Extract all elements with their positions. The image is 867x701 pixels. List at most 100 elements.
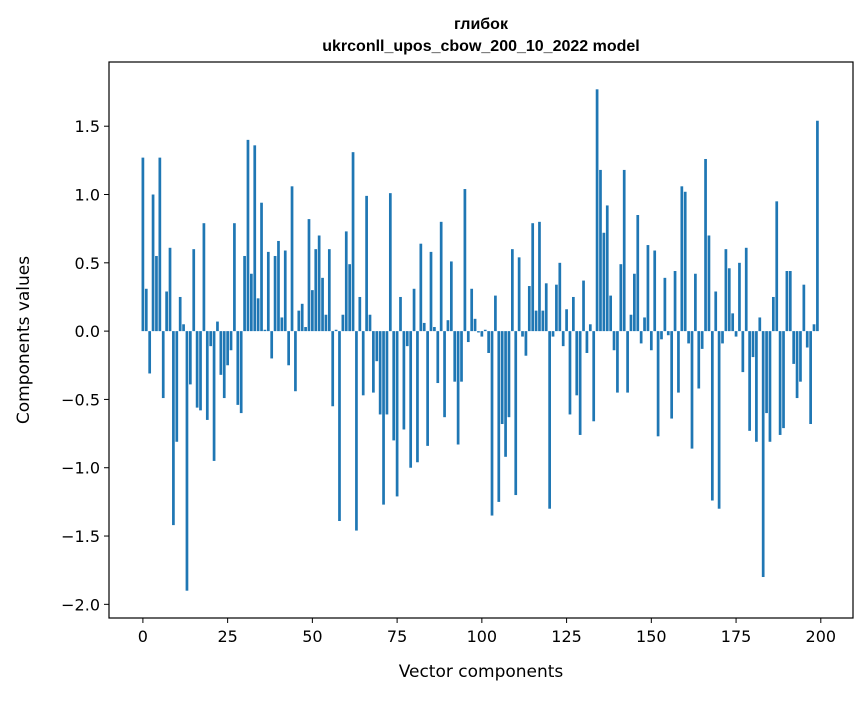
bar-101 — [483, 329, 487, 332]
bar-45 — [294, 331, 297, 392]
bar-130 — [582, 280, 585, 332]
bar-89 — [443, 331, 446, 418]
bar-161 — [687, 331, 690, 344]
y-tick-label: −0.5 — [61, 390, 100, 409]
bar-2 — [148, 331, 152, 374]
bar-132 — [588, 324, 592, 332]
bar-129 — [578, 331, 582, 435]
bar-57 — [334, 329, 338, 332]
bar-43 — [287, 331, 291, 366]
bar-113 — [524, 331, 528, 356]
bar-118 — [541, 310, 545, 332]
bar-63 — [355, 331, 358, 531]
bar-9 — [172, 331, 175, 526]
bar-151 — [653, 250, 657, 332]
bar-126 — [568, 331, 572, 415]
bar-99 — [477, 331, 480, 333]
bar-15 — [192, 249, 196, 332]
bar-128 — [575, 331, 579, 396]
bar-103 — [490, 331, 494, 516]
y-axis-label: Components values — [14, 256, 34, 424]
bar-8 — [168, 247, 172, 332]
bar-0 — [141, 157, 145, 332]
bar-192 — [792, 331, 796, 364]
bar-112 — [521, 331, 524, 337]
bar-58 — [338, 331, 341, 522]
bar-167 — [707, 235, 711, 332]
bar-39 — [273, 255, 277, 332]
bar-138 — [609, 295, 613, 332]
bar-157 — [673, 271, 677, 332]
bar-116 — [534, 310, 538, 332]
bar-106 — [500, 331, 504, 425]
bar-29 — [239, 331, 243, 414]
x-axis: 0 25 50 75 100 125 150 175 200 — [138, 618, 836, 646]
bar-96 — [466, 331, 470, 343]
y-tick-label: 0.5 — [75, 254, 100, 273]
bar-66 — [365, 195, 368, 332]
y-tick-label: −1.0 — [61, 459, 100, 478]
bar-146 — [636, 215, 640, 332]
bar-4 — [155, 255, 158, 332]
bar-90 — [446, 320, 450, 332]
bar-49 — [307, 219, 311, 332]
bar-115 — [531, 223, 535, 332]
bar-11 — [178, 296, 182, 332]
bar-38 — [270, 331, 274, 359]
bar-33 — [253, 145, 257, 332]
bar-22 — [216, 321, 219, 332]
bar-140 — [616, 331, 619, 393]
bar-114 — [527, 286, 531, 332]
bar-178 — [744, 247, 748, 332]
bar-5 — [158, 157, 162, 332]
bar-77 — [402, 331, 406, 430]
y-tick-label: 1.0 — [75, 186, 100, 205]
bar-185 — [768, 331, 772, 442]
bar-98 — [473, 318, 477, 332]
bar-162 — [690, 331, 694, 449]
bar-60 — [344, 231, 348, 332]
bar-53 — [321, 277, 324, 332]
bar-95 — [463, 189, 467, 332]
bar-136 — [602, 232, 606, 332]
bar-143 — [626, 331, 629, 393]
y-axis: −2.0 −1.5 −1.0 −0.5 0.0 0.5 1.0 1.5 — [61, 117, 109, 614]
bar-154 — [663, 277, 667, 332]
bar-91 — [449, 261, 453, 332]
bar-42 — [283, 250, 287, 332]
bar-74 — [392, 331, 396, 441]
bar-170 — [717, 331, 721, 509]
bar-27 — [233, 223, 236, 332]
bar-117 — [538, 221, 541, 332]
bar-40 — [277, 240, 280, 332]
bar-165 — [700, 331, 704, 349]
bar-80 — [412, 288, 416, 332]
bar-69 — [375, 331, 379, 362]
bar-199 — [816, 120, 819, 332]
bar-26 — [229, 331, 233, 351]
bar-155 — [666, 331, 670, 336]
bar-158 — [677, 331, 680, 393]
bar-72 — [385, 331, 389, 415]
bar-149 — [646, 245, 650, 332]
bar-46 — [297, 310, 301, 332]
bar-17 — [199, 331, 202, 411]
bar-111 — [517, 257, 521, 332]
bar-180 — [751, 331, 755, 358]
y-tick-label: −1.5 — [61, 527, 100, 546]
bar-168 — [710, 331, 714, 501]
bar-28 — [236, 331, 240, 405]
x-tick-label: 100 — [467, 627, 498, 646]
bar-93 — [456, 331, 460, 445]
bar-71 — [382, 331, 385, 505]
bar-153 — [660, 331, 663, 340]
bar-152 — [656, 331, 660, 437]
bar-75 — [395, 331, 399, 497]
bar-159 — [680, 186, 684, 332]
bar-194 — [799, 331, 802, 382]
bar-32 — [250, 273, 253, 332]
bar-175 — [734, 331, 738, 337]
bar-179 — [748, 331, 751, 431]
bar-125 — [565, 309, 568, 332]
